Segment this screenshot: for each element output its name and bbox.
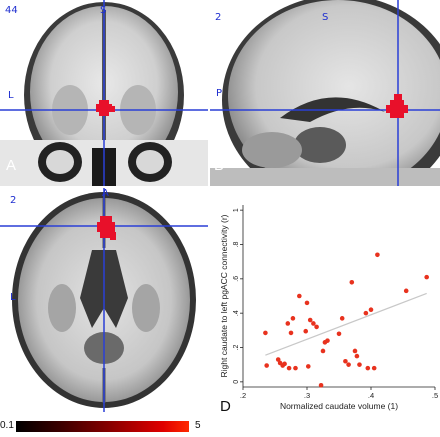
- y-tick-label: .4: [233, 310, 240, 316]
- data-point: [311, 321, 316, 326]
- data-point: [304, 300, 310, 306]
- panel-letter: D: [220, 398, 231, 415]
- data-point: [349, 279, 355, 285]
- data-point: [363, 310, 369, 316]
- panel-b-sagittal: 2 S P B: [210, 0, 440, 186]
- data-point: [286, 365, 292, 371]
- data-point: [293, 365, 298, 371]
- panel-letter: C: [5, 394, 16, 411]
- colorbar-gradient: [16, 421, 189, 432]
- data-point: [318, 382, 324, 388]
- data-point: [325, 338, 330, 343]
- data-point: [264, 363, 269, 368]
- scatter-chart: 0 .2 .4 .6 .8 1 .2 .3 .4 .5 Normalized caudate vo…: [219, 205, 438, 411]
- panel-c-axial: 2 A L C: [0, 188, 208, 412]
- chart-points: [263, 252, 429, 388]
- x-tick-label: .4: [368, 391, 374, 400]
- activation-cluster: [386, 94, 408, 118]
- data-point: [354, 353, 360, 359]
- colorbar-max-label: 5: [195, 420, 201, 431]
- panel-a-coronal: 44 S L A: [0, 0, 208, 186]
- data-point: [352, 348, 358, 354]
- data-point: [403, 288, 409, 294]
- data-point: [368, 307, 374, 313]
- activation-cluster: [97, 216, 116, 240]
- y-tick-label: 0: [233, 380, 240, 384]
- data-point: [336, 331, 342, 337]
- orientation-left: L: [8, 90, 14, 101]
- y-tick-label: .6: [233, 276, 240, 282]
- data-point: [320, 348, 326, 354]
- data-point: [307, 317, 313, 323]
- coronal-slice-image: [0, 0, 208, 186]
- colorbar: 0.1 5: [0, 412, 215, 437]
- y-tick-label: .2: [233, 344, 240, 350]
- chart-axes: [242, 205, 435, 388]
- data-point: [263, 330, 268, 336]
- panel-letter: A: [6, 157, 17, 174]
- data-point: [275, 357, 281, 362]
- orientation-top: S: [100, 5, 107, 16]
- chart-ticks: 0 .2 .4 .6 .8 1 .2 .3 .4 .5: [233, 208, 438, 400]
- data-point: [371, 365, 377, 371]
- data-point: [375, 252, 380, 258]
- slice-number: 44: [5, 5, 18, 16]
- data-point: [297, 293, 302, 299]
- x-tick-label: .3: [304, 391, 310, 400]
- orientation-top: S: [322, 12, 329, 23]
- data-point: [339, 316, 345, 321]
- sagittal-slice-image: [210, 0, 440, 186]
- data-point: [305, 364, 311, 369]
- axial-slice-image: [0, 188, 208, 412]
- x-tick-label: .2: [240, 391, 246, 400]
- y-tick-label: .8: [233, 241, 240, 247]
- panel-letter: B: [214, 157, 225, 174]
- y-axis-label: Right caudate to left pgACC connectivity…: [219, 214, 229, 377]
- data-point: [285, 321, 291, 326]
- orientation-top: A: [102, 188, 109, 199]
- y-tick-label: 1: [233, 208, 240, 212]
- data-point: [365, 365, 371, 371]
- colorbar-min-label: 0.1: [0, 420, 14, 431]
- data-point: [288, 330, 294, 336]
- slice-number: 2: [10, 195, 17, 206]
- regression-line: [265, 292, 427, 356]
- x-axis-label: Normalized caudate volume (1): [280, 401, 398, 411]
- panel-d-scatter: 0 .2 .4 .6 .8 1 .2 .3 .4 .5 Normalized caudate vo…: [218, 197, 440, 419]
- data-point: [282, 361, 287, 367]
- data-point: [314, 324, 319, 330]
- data-point: [343, 358, 348, 364]
- data-point: [290, 316, 296, 321]
- slice-number: 2: [215, 12, 222, 23]
- data-point: [357, 362, 362, 367]
- orientation-left: P: [216, 88, 223, 99]
- orientation-left: L: [10, 292, 16, 303]
- data-point: [303, 328, 309, 334]
- data-point: [424, 274, 429, 280]
- activation-cluster: [96, 100, 115, 116]
- data-point: [346, 362, 351, 367]
- x-tick-label: .5: [432, 391, 438, 400]
